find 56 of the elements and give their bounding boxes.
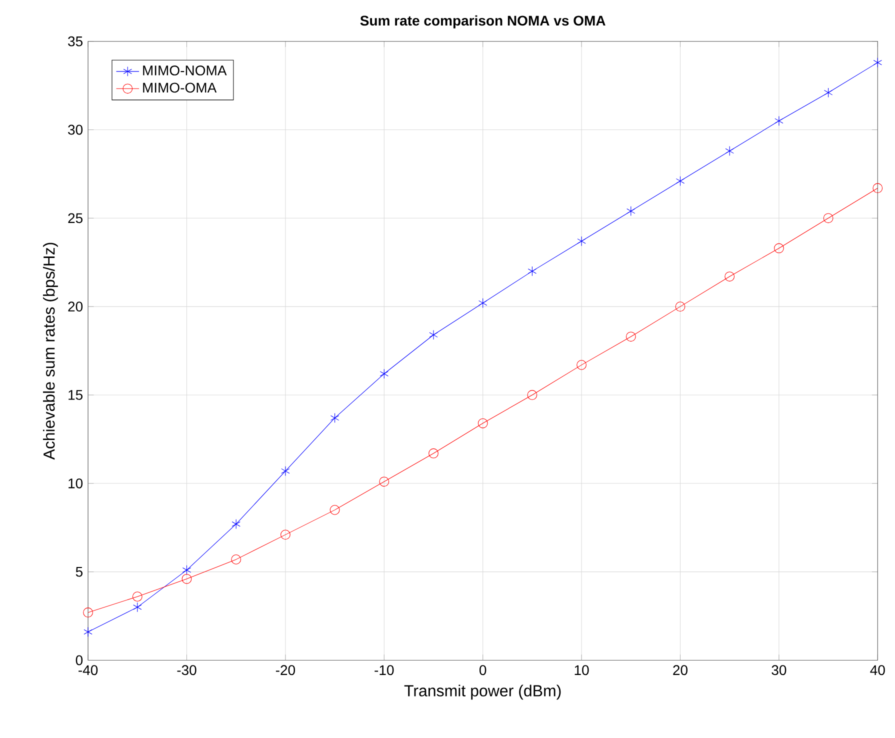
point bbox=[330, 505, 340, 516]
y-tick-label: 30 bbox=[68, 125, 83, 135]
point bbox=[132, 592, 142, 602]
point bbox=[577, 236, 586, 246]
point bbox=[232, 519, 240, 530]
point bbox=[724, 272, 735, 282]
y-tick-label: 20 bbox=[68, 302, 83, 312]
y-axis-title: Achievable sum rates (bps/Hz) bbox=[43, 243, 58, 460]
point bbox=[576, 360, 586, 370]
point bbox=[873, 58, 882, 68]
y-tick-label: 25 bbox=[68, 213, 83, 224]
point bbox=[429, 330, 438, 340]
point bbox=[84, 627, 92, 638]
y-tick-label: 35 bbox=[68, 36, 83, 47]
x-tick-label: -10 bbox=[374, 665, 394, 676]
point bbox=[478, 418, 488, 428]
point bbox=[182, 574, 192, 584]
point bbox=[379, 476, 390, 487]
point bbox=[281, 466, 290, 476]
point bbox=[872, 183, 883, 194]
point bbox=[83, 608, 93, 618]
point bbox=[330, 413, 340, 424]
legend-label: MIMO-OMA bbox=[143, 82, 217, 93]
y-tick-label: 0 bbox=[76, 655, 83, 666]
point bbox=[774, 116, 784, 126]
x-tick-label: -30 bbox=[177, 665, 196, 676]
x-tick-label: 10 bbox=[574, 665, 589, 676]
point bbox=[675, 302, 686, 312]
point bbox=[231, 554, 242, 565]
y-tick-label: 15 bbox=[68, 390, 83, 400]
x-tick-label: 0 bbox=[480, 665, 486, 676]
legend-label: MIMO-NOMA bbox=[143, 66, 227, 76]
x-tick-label: 40 bbox=[870, 665, 885, 676]
point bbox=[676, 176, 685, 186]
x-axis-title: Transmit power (dBm) bbox=[404, 684, 561, 700]
point bbox=[527, 390, 538, 400]
x-tick-label: -40 bbox=[78, 665, 98, 676]
point bbox=[725, 146, 734, 156]
point bbox=[823, 213, 834, 224]
y-tick-label: 10 bbox=[68, 478, 83, 489]
x-tick-label: 20 bbox=[673, 665, 688, 676]
point bbox=[774, 243, 784, 254]
y-tick-label: 5 bbox=[76, 567, 83, 577]
point bbox=[478, 298, 488, 308]
x-tick-label: 30 bbox=[772, 665, 786, 676]
point bbox=[182, 565, 192, 576]
point bbox=[280, 530, 290, 540]
point bbox=[380, 369, 388, 379]
point bbox=[626, 332, 636, 342]
point bbox=[428, 448, 438, 458]
chart-title: Sum rate comparison NOMA vs OMA bbox=[360, 16, 606, 29]
point bbox=[528, 266, 537, 276]
point bbox=[133, 602, 142, 612]
x-tick-label: -20 bbox=[276, 665, 296, 676]
point bbox=[824, 88, 833, 98]
point bbox=[626, 206, 636, 216]
